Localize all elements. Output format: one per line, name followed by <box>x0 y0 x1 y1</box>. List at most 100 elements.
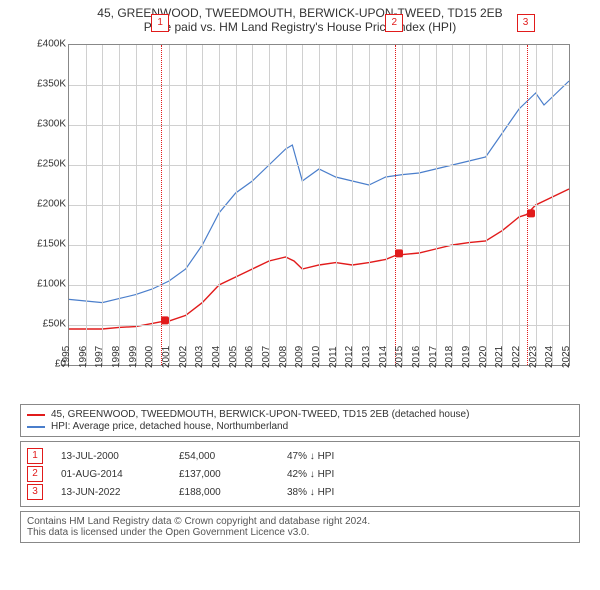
x-axis-label: 2010 <box>311 346 322 368</box>
x-axis-label: 2016 <box>411 346 422 368</box>
x-axis-label: 2011 <box>328 346 339 368</box>
gridline-v <box>186 45 187 365</box>
x-axis-label: 2023 <box>528 346 539 368</box>
gridline-v <box>336 45 337 365</box>
x-axis-label: 2015 <box>394 346 405 368</box>
x-axis-label: 2005 <box>228 346 239 368</box>
event-table-marker: 2 <box>27 466 43 482</box>
x-axis-label: 2002 <box>178 346 189 368</box>
x-axis-label: 1996 <box>78 346 89 368</box>
gridline-v <box>86 45 87 365</box>
chart-title: 45, GREENWOOD, TWEEDMOUTH, BERWICK-UPON-… <box>0 0 600 34</box>
x-axis-label: 2017 <box>428 346 439 368</box>
x-axis-label: 2022 <box>511 346 522 368</box>
x-axis-label: 2012 <box>344 346 355 368</box>
event-guideline <box>527 45 528 365</box>
gridline-v <box>152 45 153 365</box>
y-axis-label: £0 <box>22 359 66 370</box>
x-axis-label: 2018 <box>444 346 455 368</box>
x-axis-label: 2008 <box>278 346 289 368</box>
legend-label: 45, GREENWOOD, TWEEDMOUTH, BERWICK-UPON-… <box>51 409 469 420</box>
plot-area <box>68 44 570 366</box>
event-table-marker: 3 <box>27 484 43 500</box>
event-dot <box>161 316 169 324</box>
legend-label: HPI: Average price, detached house, Nort… <box>51 421 288 432</box>
y-axis-label: £300K <box>22 119 66 130</box>
event-table-row: 3 13-JUN-2022 £188,000 38% ↓ HPI <box>27 484 573 500</box>
title-line1: 45, GREENWOOD, TWEEDMOUTH, BERWICK-UPON-… <box>0 6 600 20</box>
event-delta: 47% ↓ HPI <box>287 451 334 462</box>
x-axis-label: 2014 <box>378 346 389 368</box>
y-axis-label: £200K <box>22 199 66 210</box>
x-axis-label: 2006 <box>244 346 255 368</box>
gridline-v <box>452 45 453 365</box>
gridline-v <box>319 45 320 365</box>
event-guideline <box>395 45 396 365</box>
legend-swatch <box>27 426 45 428</box>
event-price: £54,000 <box>179 451 269 462</box>
gridline-v <box>369 45 370 365</box>
gridline-v <box>402 45 403 365</box>
event-marker-box: 1 <box>151 14 169 32</box>
gridline-v <box>169 45 170 365</box>
gridline-v <box>302 45 303 365</box>
x-axis-label: 2020 <box>478 346 489 368</box>
gridline-v <box>202 45 203 365</box>
gridline-v <box>286 45 287 365</box>
legend-row: HPI: Average price, detached house, Nort… <box>27 421 573 432</box>
gridline-v <box>269 45 270 365</box>
event-delta: 38% ↓ HPI <box>287 487 334 498</box>
legend: 45, GREENWOOD, TWEEDMOUTH, BERWICK-UPON-… <box>20 404 580 437</box>
event-price: £137,000 <box>179 469 269 480</box>
x-axis-label: 2007 <box>261 346 272 368</box>
legend-swatch <box>27 414 45 416</box>
gridline-v <box>236 45 237 365</box>
footer-line2: This data is licensed under the Open Gov… <box>27 527 573 538</box>
event-price: £188,000 <box>179 487 269 498</box>
x-axis-label: 1997 <box>94 346 105 368</box>
gridline-v <box>519 45 520 365</box>
event-date: 13-JUL-2000 <box>61 451 161 462</box>
x-axis-label: 2009 <box>294 346 305 368</box>
x-axis-label: 1998 <box>111 346 122 368</box>
x-axis-label: 2004 <box>211 346 222 368</box>
gridline-v <box>352 45 353 365</box>
gridline-v <box>386 45 387 365</box>
event-marker-box: 2 <box>385 14 403 32</box>
event-date: 01-AUG-2014 <box>61 469 161 480</box>
x-axis-label: 2019 <box>461 346 472 368</box>
gridline-v <box>136 45 137 365</box>
footer-line1: Contains HM Land Registry data © Crown c… <box>27 516 573 527</box>
x-axis-label: 2021 <box>494 346 505 368</box>
event-dot <box>395 250 403 258</box>
title-line2: Price paid vs. HM Land Registry's House … <box>0 20 600 34</box>
y-axis-label: £50K <box>22 319 66 330</box>
x-axis-label: 1999 <box>128 346 139 368</box>
event-table-marker: 1 <box>27 448 43 464</box>
chart-area: £0£50K£100K£150K£200K£250K£300K£350K£400… <box>20 40 580 400</box>
gridline-v <box>486 45 487 365</box>
gridline-v <box>102 45 103 365</box>
gridline-v <box>552 45 553 365</box>
event-dot <box>527 209 535 217</box>
gridline-v <box>502 45 503 365</box>
gridline-v <box>469 45 470 365</box>
event-date: 13-JUN-2022 <box>61 487 161 498</box>
x-axis-label: 2001 <box>161 346 172 368</box>
y-axis-label: £250K <box>22 159 66 170</box>
event-table: 1 13-JUL-2000 £54,000 47% ↓ HPI 2 01-AUG-2014… <box>20 441 580 507</box>
event-marker-box: 3 <box>517 14 535 32</box>
gridline-v <box>219 45 220 365</box>
event-delta: 42% ↓ HPI <box>287 469 334 480</box>
legend-row: 45, GREENWOOD, TWEEDMOUTH, BERWICK-UPON-… <box>27 409 573 420</box>
event-table-row: 2 01-AUG-2014 £137,000 42% ↓ HPI <box>27 466 573 482</box>
x-axis-label: 1995 <box>61 346 72 368</box>
gridline-v <box>119 45 120 365</box>
x-axis-label: 2024 <box>544 346 555 368</box>
gridline-v <box>436 45 437 365</box>
event-table-row: 1 13-JUL-2000 £54,000 47% ↓ HPI <box>27 448 573 464</box>
attribution-footer: Contains HM Land Registry data © Crown c… <box>20 511 580 543</box>
gridline-v <box>252 45 253 365</box>
gridline-v <box>536 45 537 365</box>
y-axis-label: £150K <box>22 239 66 250</box>
